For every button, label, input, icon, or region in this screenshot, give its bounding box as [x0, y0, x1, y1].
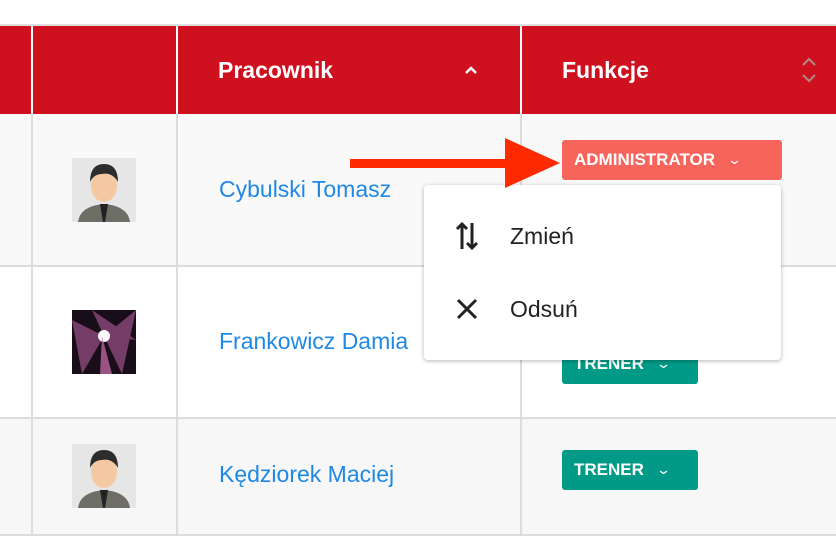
- abstract-photo: [72, 310, 136, 374]
- menu-item-label: Zmień: [510, 222, 574, 249]
- menu-item-label: Odsuń: [510, 295, 578, 322]
- role-dropdown-trener[interactable]: TRENER ⌄: [562, 450, 698, 490]
- employee-name-link[interactable]: Frankowicz Damia: [219, 328, 409, 354]
- close-icon: [424, 297, 510, 321]
- role-dropdown-administrator[interactable]: ADMINISTRATOR ⌄: [562, 140, 782, 180]
- column-header-funkcje[interactable]: Funkcje: [562, 57, 649, 83]
- menu-item-zmien[interactable]: Zmień: [424, 211, 781, 261]
- employee-name-link[interactable]: Cybulski Tomasz: [219, 176, 392, 202]
- menu-item-odsun[interactable]: Odsuń: [424, 284, 781, 334]
- role-label: ADMINISTRATOR: [574, 150, 716, 169]
- top-border: [0, 24, 836, 26]
- employee-name-link[interactable]: Kędziorek Maciej: [219, 461, 395, 487]
- role-action-menu: Zmień Odsuń: [424, 185, 781, 360]
- swap-vertical-icon: [424, 221, 510, 251]
- role-label: TRENER: [574, 460, 644, 479]
- sort-icon[interactable]: [800, 56, 818, 84]
- male-avatar: [72, 444, 136, 508]
- column-header-pracownik[interactable]: Pracownik: [218, 57, 334, 83]
- table-header: [0, 26, 836, 114]
- chevron-up-icon[interactable]: [464, 65, 478, 75]
- chevron-down-icon: ⌄: [726, 152, 743, 167]
- annotation-arrow: [350, 138, 560, 188]
- male-avatar: [72, 158, 136, 222]
- chevron-down-icon: ⌄: [655, 462, 671, 477]
